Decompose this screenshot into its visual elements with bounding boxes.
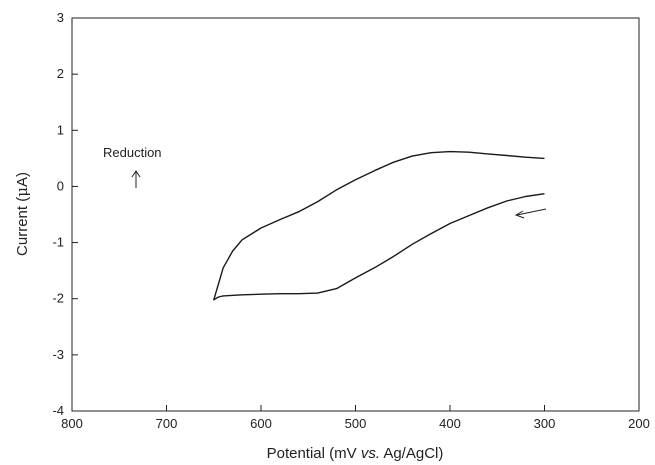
axis-ticks — [71, 17, 640, 412]
x-tick-label: 300 — [534, 416, 556, 431]
y-axis-title: Current (μA) — [13, 172, 31, 256]
x-tick-label: 700 — [156, 416, 178, 431]
x-axis-title-italic: vs. — [361, 445, 380, 462]
y-tick-label: 2 — [57, 66, 64, 81]
y-tick-label: 0 — [57, 178, 64, 193]
annotation-reduction: Reduction — [103, 145, 162, 160]
x-tick-label: 800 — [61, 416, 83, 431]
x-tick-label: 200 — [628, 416, 650, 431]
plot-area-frame — [71, 17, 640, 412]
y-tick-label: -2 — [52, 291, 64, 306]
x-axis-title: Potential (mV vs. Ag/AgCl) — [267, 445, 444, 462]
y-axis-title-suffix: A) — [14, 172, 31, 187]
axis-tick-labels: 800 700 600 500 400 300 200 -4 -3 -2 -1 0 1 2 3 — [52, 10, 649, 431]
y-axis-title-mu: μ — [13, 187, 31, 197]
scan-direction-arrow-icon — [514, 208, 547, 219]
y-tick-label: 3 — [57, 10, 64, 25]
x-tick-label: 400 — [439, 416, 461, 431]
y-tick-label: -4 — [52, 403, 64, 418]
x-axis-title-suffix: Ag/AgCl) — [380, 445, 443, 462]
x-tick-label: 600 — [250, 416, 272, 431]
series-line-0 — [213, 150, 545, 301]
x-tick-label: 500 — [345, 416, 367, 431]
y-tick-label: -3 — [52, 347, 64, 362]
data-series — [213, 150, 545, 301]
y-tick-label: -1 — [52, 235, 64, 250]
reduction-arrow-up-icon — [131, 170, 141, 188]
x-axis-title-prefix: Potential (mV — [267, 445, 361, 462]
y-axis-title-prefix: Current ( — [14, 197, 31, 256]
y-tick-label: 1 — [57, 122, 64, 137]
